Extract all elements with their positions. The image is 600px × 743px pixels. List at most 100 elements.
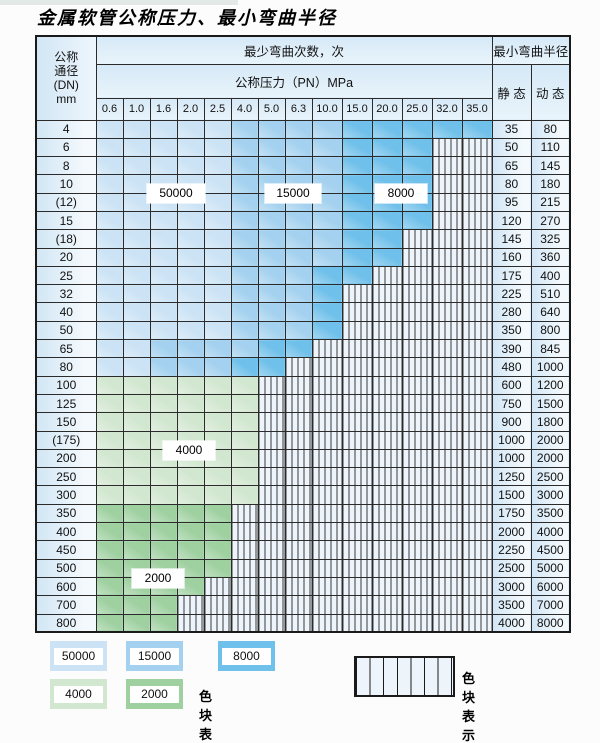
header-bend-cycles: 最少弯曲次数，次 — [95, 35, 493, 65]
grid-cell-no_spec — [311, 467, 343, 487]
grid-cell-cycles_50000 — [95, 357, 124, 377]
table-row: 80 480 1000 — [35, 357, 571, 377]
grid-cell-no_spec — [257, 412, 286, 432]
grid-cell-no_spec — [431, 137, 463, 158]
grid-cell-no_spec — [341, 320, 373, 341]
grid-cell-cycles_8000 — [431, 119, 463, 139]
grid-cell-cycles_50000 — [203, 210, 232, 231]
pressure-col-header: 1.0 — [122, 97, 151, 121]
grid-cell-cycles_8000 — [341, 265, 373, 286]
grid-cell-cycles_15000 — [284, 284, 313, 304]
grid-cell-cycles_50000 — [149, 156, 178, 176]
grid-cell-no_spec — [461, 375, 493, 395]
dn-cell: 400 — [35, 522, 97, 542]
grid-cell-cycles_4000 — [122, 430, 151, 450]
header-dynamic: 动 态 — [530, 63, 571, 121]
grid-cell-cycles_15000 — [284, 302, 313, 322]
grid-cell-no_spec — [257, 540, 286, 560]
grid-cell-cycles_8000 — [461, 119, 493, 139]
grid-cell-no_spec — [311, 540, 343, 560]
grid-cell-cycles_4000 — [176, 393, 205, 414]
dynamic-radius-cell: 8000 — [530, 613, 571, 633]
grid-cell-cycles_2000 — [149, 540, 178, 560]
legend-swatch-50000: 50000 — [50, 641, 107, 671]
grid-cell-no_spec — [341, 595, 373, 615]
dynamic-radius-cell: 1500 — [530, 393, 571, 414]
grid-cell-no_spec — [230, 503, 259, 524]
grid-cell-cycles_2000 — [95, 595, 124, 615]
grid-cell-cycles_15000 — [230, 119, 259, 139]
grid-cell-no_spec — [461, 595, 493, 615]
grid-cell-cycles_50000 — [122, 137, 151, 158]
grid-cell-no_spec — [371, 576, 403, 597]
grid-cell-no_spec — [203, 595, 232, 615]
grid-cell-no_spec — [431, 229, 463, 249]
grid-cell-no_spec — [431, 247, 463, 267]
grid-cell-cycles_50000 — [203, 137, 232, 158]
grid-cell-no_spec — [341, 430, 373, 450]
grid-cell-cycles_15000 — [311, 119, 343, 139]
grid-cell-no_spec — [431, 412, 463, 432]
static-radius-cell: 900 — [491, 412, 532, 432]
dynamic-radius-cell: 4500 — [530, 540, 571, 560]
table-row: 150 900 1800 — [35, 412, 571, 432]
grid-cell-no_spec — [431, 339, 463, 359]
grid-cell-cycles_8000 — [371, 247, 403, 267]
grid-cell-no_spec — [341, 357, 373, 377]
static-radius-cell: 175 — [491, 265, 532, 286]
grid-cell-no_spec — [311, 430, 343, 450]
dn-cell: (18) — [35, 229, 97, 249]
legend-swatch-label: 50000 — [54, 647, 103, 665]
legend-swatch-4000: 4000 — [50, 679, 107, 709]
table-row: 32 225 510 — [35, 284, 571, 304]
dn-cell: 25 — [35, 265, 97, 286]
grid-cell-no_spec — [401, 229, 433, 249]
dynamic-radius-cell: 7000 — [530, 595, 571, 615]
header-static: 静 态 — [491, 63, 532, 121]
dynamic-radius-cell: 180 — [530, 174, 571, 194]
grid-cell-cycles_15000 — [230, 284, 259, 304]
grid-cell-no_spec — [431, 503, 463, 524]
grid-cell-no_spec — [311, 522, 343, 542]
grid-cell-cycles_4000 — [230, 430, 259, 450]
grid-cell-cycles_50000 — [95, 210, 124, 231]
grid-cell-no_spec — [311, 375, 343, 395]
grid-cell-no_spec — [401, 576, 433, 597]
grid-cell-cycles_15000 — [257, 284, 286, 304]
grid-cell-cycles_8000 — [341, 210, 373, 231]
grid-cell-cycles_4000 — [149, 467, 178, 487]
grid-cell-no_spec — [401, 595, 433, 615]
grid-cell-cycles_50000 — [122, 320, 151, 341]
grid-cell-no_spec — [341, 448, 373, 469]
grid-cell-cycles_50000 — [203, 229, 232, 249]
static-radius-cell: 280 — [491, 302, 532, 322]
dynamic-radius-cell: 2500 — [530, 467, 571, 487]
static-radius-cell: 3500 — [491, 595, 532, 615]
legend-swatch-label: 4000 — [54, 685, 103, 703]
grid-cell-cycles_8000 — [341, 137, 373, 158]
static-radius-cell: 2500 — [491, 558, 532, 578]
grid-cell-cycles_15000 — [230, 174, 259, 194]
pressure-col-header: 10.0 — [311, 97, 343, 121]
grid-cell-cycles_4000 — [203, 375, 232, 395]
grid-cell-no_spec — [311, 357, 343, 377]
grid-cell-cycles_8000 — [311, 302, 343, 322]
cycle-label-4000: 4000 — [163, 441, 215, 460]
grid-cell-no_spec — [461, 156, 493, 176]
grid-cell-cycles_4000 — [122, 393, 151, 414]
grid-cell-no_spec — [257, 485, 286, 505]
grid-cell-cycles_50000 — [176, 247, 205, 267]
pressure-col-header: 2.0 — [176, 97, 205, 121]
grid-cell-no_spec — [371, 430, 403, 450]
grid-cell-cycles_2000 — [95, 576, 124, 597]
grid-cell-no_spec — [284, 485, 313, 505]
grid-cell-no_spec — [284, 467, 313, 487]
table-row: (175) 1000 2000 — [35, 430, 571, 450]
grid-cell-no_spec — [284, 540, 313, 560]
grid-cell-cycles_50000 — [203, 284, 232, 304]
grid-cell-no_spec — [311, 339, 343, 359]
grid-cell-no_spec — [230, 540, 259, 560]
grid-cell-cycles_15000 — [257, 229, 286, 249]
grid-cell-cycles_50000 — [203, 247, 232, 267]
grid-cell-no_spec — [371, 485, 403, 505]
